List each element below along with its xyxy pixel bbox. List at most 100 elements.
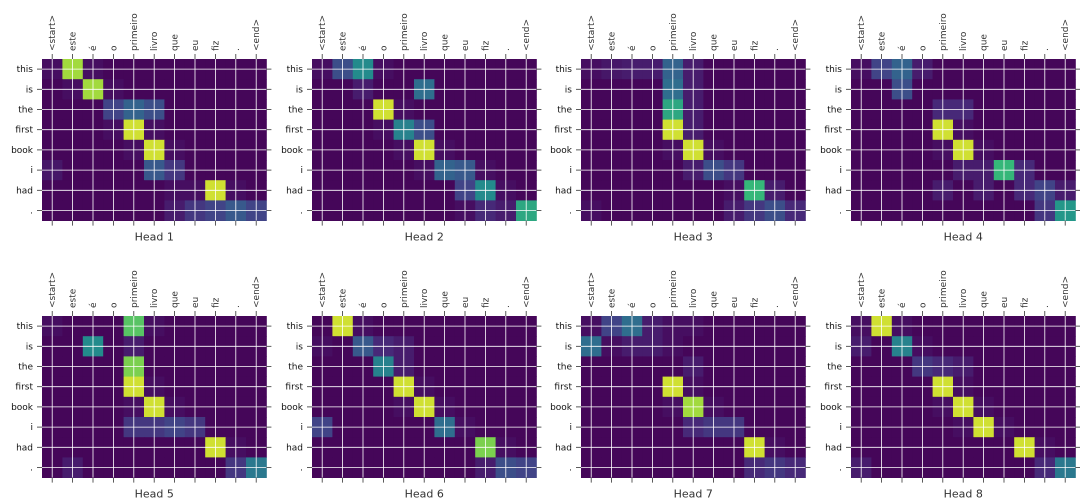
x-tick-label: que — [171, 34, 181, 51]
x-tick-label: que — [441, 34, 451, 51]
y-tick-label: book — [550, 146, 573, 156]
heatmap-plot-area: <start> este é o primeiro livro que eu fiz. <end>… — [281, 13, 542, 244]
x-tick-label: <start> — [318, 272, 328, 308]
x-tick-label: o — [918, 302, 928, 308]
head-panel: <start> este é o primeiro livro que eu fiz. <end>… — [272, 0, 542, 244]
x-tick-label: livro — [150, 288, 160, 308]
y-tick-label: had — [16, 443, 33, 453]
x-tick-label: este — [878, 288, 888, 308]
x-tick-label: eu — [461, 297, 471, 308]
x-tick-label: <end> — [1061, 19, 1071, 51]
head-panel: <start> este é o primeiro livro que eu fiz. <end>… — [2, 257, 272, 501]
heatmap-svg: <start> este é o primeiro livro que eu fiz. <end>… — [550, 270, 811, 501]
x-tick-label: livro — [959, 31, 969, 51]
x-tick-label: primeiro — [400, 13, 410, 51]
heatmap-plot-area: <start> este é o primeiro livro que eu fiz. <end>… — [11, 270, 272, 501]
y-tick-label: is — [296, 85, 304, 95]
x-tick-label: eu — [1000, 297, 1010, 308]
y-tick-label: the — [288, 363, 303, 373]
y-tick-label: this — [287, 65, 304, 75]
x-tick-label: . — [771, 48, 781, 51]
x-tick-label: o — [109, 302, 119, 308]
x-tick-label: eu — [1000, 40, 1010, 51]
y-tick-label: this — [826, 322, 843, 332]
x-tick-label: fiz — [1020, 40, 1030, 51]
y-tick-label: i — [300, 166, 303, 176]
x-tick-label: eu — [191, 297, 201, 308]
x-tick-label: eu — [730, 40, 740, 51]
head-title: Head 6 — [405, 488, 444, 501]
y-tick-label: first — [15, 383, 33, 393]
y-tick-label: i — [569, 423, 572, 433]
x-tick-label: o — [648, 302, 658, 308]
head-panel: <start> este é o primeiro livro que eu fiz. <end>… — [2, 0, 272, 244]
x-tick-label: . — [771, 305, 781, 308]
y-tick-label: i — [839, 423, 842, 433]
head-title: Head 7 — [674, 488, 713, 501]
y-tick-label: this — [556, 65, 573, 75]
x-tick-label: livro — [420, 288, 430, 308]
y-tick-label: is — [565, 85, 573, 95]
y-tick-label: this — [17, 65, 34, 75]
y-tick-label: first — [824, 126, 842, 136]
x-tick-label: este — [69, 288, 79, 308]
head-title: Head 8 — [944, 488, 983, 501]
y-tick-label: book — [820, 146, 843, 156]
y-tick-label: book — [11, 403, 34, 413]
x-tick-label: livro — [689, 31, 699, 51]
x-tick-label: primeiro — [939, 13, 949, 51]
x-tick-label: que — [441, 291, 451, 308]
y-tick-label: this — [556, 322, 573, 332]
x-tick-label: fiz — [1020, 297, 1030, 308]
x-tick-label: fiz — [211, 297, 221, 308]
y-tick-label: the — [18, 363, 33, 373]
y-tick-label: the — [827, 363, 842, 373]
heatmap-svg: <start> este é o primeiro livro que eu fiz. <end>… — [550, 13, 811, 244]
x-tick-label: que — [710, 291, 720, 308]
y-tick-label: i — [30, 166, 33, 176]
y-tick-label: . — [839, 464, 842, 474]
x-tick-label: primeiro — [669, 270, 679, 308]
x-tick-label: é — [897, 45, 908, 51]
head-title: Head 1 — [135, 231, 174, 244]
x-tick-label: <start> — [318, 15, 328, 51]
x-tick-label: livro — [689, 288, 699, 308]
x-tick-label: . — [1041, 305, 1051, 308]
x-tick-label: o — [648, 45, 658, 51]
y-tick-label: is — [835, 342, 843, 352]
x-tick-label: fiz — [750, 40, 760, 51]
x-tick-label: este — [608, 31, 618, 51]
y-tick-label: i — [30, 423, 33, 433]
x-tick-label: é — [358, 45, 369, 51]
y-tick-label: . — [839, 207, 842, 217]
y-tick-label: is — [835, 85, 843, 95]
y-tick-label: the — [18, 106, 33, 116]
y-tick-label: this — [826, 65, 843, 75]
x-tick-label: <start> — [587, 272, 597, 308]
y-tick-label: . — [30, 207, 33, 217]
y-tick-label: book — [820, 403, 843, 413]
x-tick-label: o — [918, 45, 928, 51]
x-tick-label: livro — [959, 288, 969, 308]
x-tick-label: <end> — [252, 19, 262, 51]
x-tick-label: <start> — [48, 272, 58, 308]
y-tick-label: . — [300, 207, 303, 217]
y-tick-label: i — [569, 166, 572, 176]
y-tick-label: this — [287, 322, 304, 332]
x-tick-label: <end> — [791, 276, 801, 308]
y-tick-label: book — [550, 403, 573, 413]
y-tick-label: first — [554, 383, 572, 393]
x-tick-label: o — [379, 302, 389, 308]
x-tick-label: livro — [420, 31, 430, 51]
y-tick-label: book — [281, 403, 304, 413]
x-tick-label: o — [379, 45, 389, 51]
heatmap-svg: <start> este é o primeiro livro que eu fiz. <end>… — [281, 13, 542, 244]
y-tick-label: is — [565, 342, 573, 352]
x-tick-label: que — [980, 34, 990, 51]
x-tick-label: <end> — [522, 19, 532, 51]
x-tick-label: . — [232, 48, 242, 51]
heatmap-plot-area: <start> este é o primeiro livro que eu fiz. <end>… — [281, 270, 542, 501]
x-tick-label: <end> — [1061, 276, 1071, 308]
x-tick-label: que — [710, 34, 720, 51]
